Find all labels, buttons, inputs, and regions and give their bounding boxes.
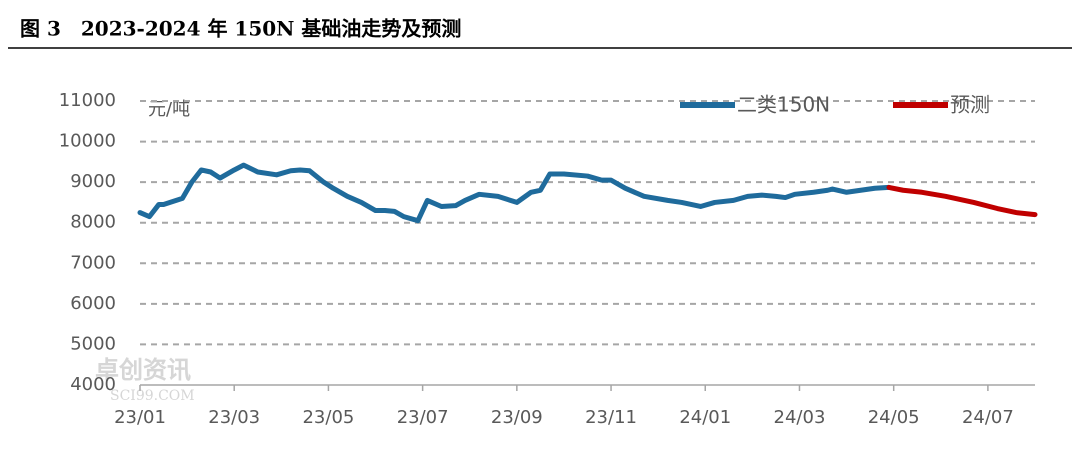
x-tick-label: 24/05 (868, 407, 920, 428)
y-tick-label: 5000 (70, 333, 116, 354)
x-tick-label: 23/03 (208, 407, 260, 428)
data-line (137, 162, 892, 224)
watermark: 卓创资讯 (95, 356, 191, 384)
x-tick-label: 24/03 (774, 407, 826, 428)
y-tick-label: 4000 (70, 374, 116, 395)
x-tick-label: 23/05 (302, 407, 354, 428)
legend-label: 二类150N (737, 93, 830, 117)
y-tick-label: 7000 (70, 252, 116, 273)
watermark: SCI99.COM (110, 388, 195, 404)
chart-title: 图 3 2023-2024 年 150N 基础油走势及预测 (20, 17, 461, 41)
x-tick-label: 23/11 (585, 407, 637, 428)
y-unit: 元/吨 (148, 99, 190, 120)
y-tick-label: 8000 (70, 212, 116, 233)
y-tick-label: 10000 (59, 131, 116, 152)
x-tick-label: 23/01 (114, 407, 166, 428)
x-tick-label: 23/09 (491, 407, 543, 428)
legend-label: 预测 (950, 93, 990, 117)
y-tick-label: 9000 (70, 171, 116, 192)
y-tick-label: 11000 (59, 90, 116, 111)
x-tick-label: 23/07 (397, 407, 449, 428)
x-tick-label: 24/07 (962, 407, 1014, 428)
data-line (886, 184, 1038, 218)
x-tick-label: 24/01 (679, 407, 731, 428)
y-tick-label: 6000 (70, 293, 116, 314)
